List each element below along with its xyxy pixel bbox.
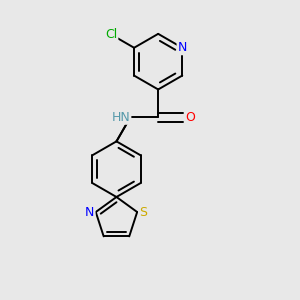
Text: N: N [85, 206, 94, 218]
Text: O: O [185, 111, 195, 124]
Text: HN: HN [112, 111, 130, 124]
Text: Cl: Cl [105, 28, 117, 41]
Text: S: S [139, 206, 147, 218]
Text: N: N [178, 41, 187, 54]
